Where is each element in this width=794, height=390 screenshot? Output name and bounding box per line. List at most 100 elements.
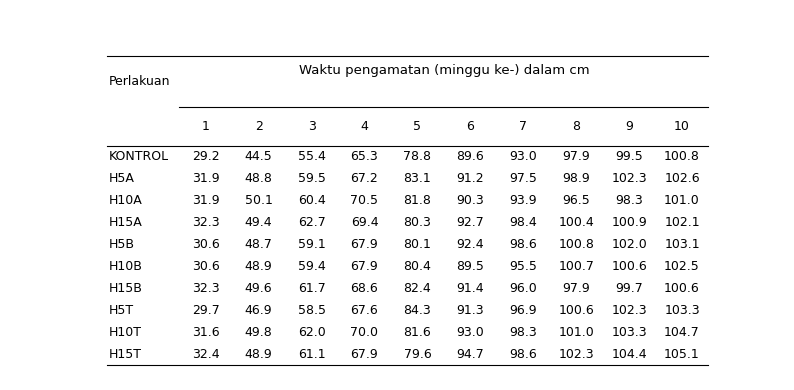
Text: 102.3: 102.3 <box>558 347 594 361</box>
Text: 65.3: 65.3 <box>351 151 378 163</box>
Text: 70.0: 70.0 <box>350 326 379 339</box>
Text: 92.7: 92.7 <box>457 216 484 229</box>
Text: 101.0: 101.0 <box>558 326 594 339</box>
Text: 80.3: 80.3 <box>403 216 431 229</box>
Text: 91.4: 91.4 <box>457 282 484 295</box>
Text: 98.6: 98.6 <box>510 347 537 361</box>
Text: 93.0: 93.0 <box>510 151 537 163</box>
Text: 102.3: 102.3 <box>611 304 647 317</box>
Text: 96.5: 96.5 <box>562 194 590 207</box>
Text: 70.5: 70.5 <box>350 194 379 207</box>
Text: 100.6: 100.6 <box>558 304 594 317</box>
Text: 46.9: 46.9 <box>245 304 272 317</box>
Text: 48.9: 48.9 <box>245 347 272 361</box>
Text: 103.3: 103.3 <box>664 304 700 317</box>
Text: 67.9: 67.9 <box>351 260 378 273</box>
Text: 9: 9 <box>625 120 633 133</box>
Text: 69.4: 69.4 <box>351 216 378 229</box>
Text: 67.6: 67.6 <box>351 304 378 317</box>
Text: 105.1: 105.1 <box>664 347 700 361</box>
Text: 30.6: 30.6 <box>192 238 220 251</box>
Text: 102.1: 102.1 <box>664 216 700 229</box>
Text: 98.3: 98.3 <box>615 194 643 207</box>
Text: 96.9: 96.9 <box>510 304 537 317</box>
Text: 103.1: 103.1 <box>664 238 700 251</box>
Text: 49.4: 49.4 <box>245 216 272 229</box>
Text: 81.8: 81.8 <box>403 194 431 207</box>
Text: 7: 7 <box>519 120 527 133</box>
Text: Waktu pengamatan (minggu ke-) dalam cm: Waktu pengamatan (minggu ke-) dalam cm <box>299 64 589 77</box>
Text: 68.6: 68.6 <box>351 282 378 295</box>
Text: 90.3: 90.3 <box>457 194 484 207</box>
Text: 102.0: 102.0 <box>611 238 647 251</box>
Text: 100.8: 100.8 <box>558 238 594 251</box>
Text: 32.3: 32.3 <box>192 216 219 229</box>
Text: 104.7: 104.7 <box>664 326 700 339</box>
Text: 67.2: 67.2 <box>351 172 378 185</box>
Text: 80.4: 80.4 <box>403 260 431 273</box>
Text: 49.8: 49.8 <box>245 326 272 339</box>
Text: 81.6: 81.6 <box>403 326 431 339</box>
Text: 89.5: 89.5 <box>457 260 484 273</box>
Text: 4: 4 <box>360 120 368 133</box>
Text: 91.3: 91.3 <box>457 304 484 317</box>
Text: 62.0: 62.0 <box>298 326 326 339</box>
Text: H10A: H10A <box>109 194 143 207</box>
Text: 44.5: 44.5 <box>245 151 272 163</box>
Text: 97.9: 97.9 <box>562 282 590 295</box>
Text: 80.1: 80.1 <box>403 238 431 251</box>
Text: 102.3: 102.3 <box>611 172 647 185</box>
Text: 31.9: 31.9 <box>192 172 219 185</box>
Text: 61.1: 61.1 <box>298 347 326 361</box>
Text: 100.7: 100.7 <box>558 260 594 273</box>
Text: 29.2: 29.2 <box>192 151 219 163</box>
Text: 30.6: 30.6 <box>192 260 220 273</box>
Text: 99.7: 99.7 <box>615 282 643 295</box>
Text: 59.4: 59.4 <box>298 260 326 273</box>
Text: 98.3: 98.3 <box>510 326 537 339</box>
Text: 32.4: 32.4 <box>192 347 219 361</box>
Text: 102.6: 102.6 <box>664 172 700 185</box>
Text: 48.8: 48.8 <box>245 172 272 185</box>
Text: H15B: H15B <box>109 282 143 295</box>
Text: 31.9: 31.9 <box>192 194 219 207</box>
Text: 103.3: 103.3 <box>611 326 647 339</box>
Text: 94.7: 94.7 <box>457 347 484 361</box>
Text: 2: 2 <box>255 120 263 133</box>
Text: H5A: H5A <box>109 172 135 185</box>
Text: 50.1: 50.1 <box>245 194 272 207</box>
Text: 61.7: 61.7 <box>298 282 326 295</box>
Text: 48.7: 48.7 <box>245 238 272 251</box>
Text: 84.3: 84.3 <box>403 304 431 317</box>
Text: 1: 1 <box>202 120 210 133</box>
Text: 98.6: 98.6 <box>510 238 537 251</box>
Text: 92.4: 92.4 <box>457 238 484 251</box>
Text: 100.6: 100.6 <box>664 282 700 295</box>
Text: 100.6: 100.6 <box>611 260 647 273</box>
Text: 97.9: 97.9 <box>562 151 590 163</box>
Text: 102.5: 102.5 <box>664 260 700 273</box>
Text: 67.9: 67.9 <box>351 238 378 251</box>
Text: 89.6: 89.6 <box>457 151 484 163</box>
Text: H10T: H10T <box>109 326 142 339</box>
Text: 67.9: 67.9 <box>351 347 378 361</box>
Text: 59.1: 59.1 <box>298 238 326 251</box>
Text: 29.7: 29.7 <box>192 304 220 317</box>
Text: 104.4: 104.4 <box>611 347 647 361</box>
Text: 100.9: 100.9 <box>611 216 647 229</box>
Text: 62.7: 62.7 <box>298 216 326 229</box>
Text: H15T: H15T <box>109 347 142 361</box>
Text: H15A: H15A <box>109 216 143 229</box>
Text: 3: 3 <box>307 120 315 133</box>
Text: 60.4: 60.4 <box>298 194 326 207</box>
Text: 100.4: 100.4 <box>558 216 594 229</box>
Text: 82.4: 82.4 <box>403 282 431 295</box>
Text: 98.9: 98.9 <box>562 172 590 185</box>
Text: 83.1: 83.1 <box>403 172 431 185</box>
Text: 93.0: 93.0 <box>457 326 484 339</box>
Text: H5B: H5B <box>109 238 135 251</box>
Text: 5: 5 <box>414 120 422 133</box>
Text: 31.6: 31.6 <box>192 326 219 339</box>
Text: 98.4: 98.4 <box>510 216 537 229</box>
Text: 10: 10 <box>674 120 690 133</box>
